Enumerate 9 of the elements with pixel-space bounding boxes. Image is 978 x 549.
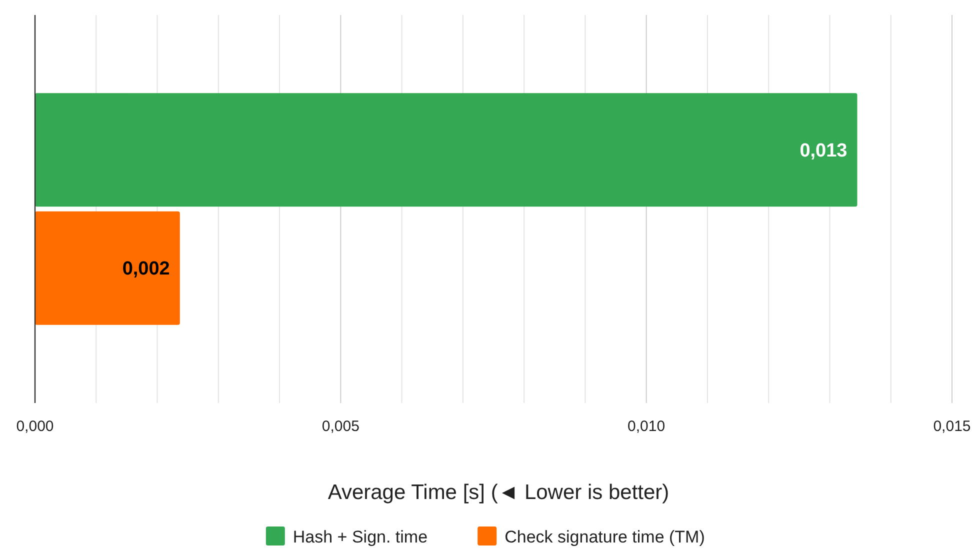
x-tick-label: 0,005	[322, 418, 360, 435]
legend-label: Hash + Sign. time	[292, 528, 428, 547]
data-label: 0,013	[800, 140, 848, 162]
x-tick-label: 0,010	[628, 418, 666, 435]
legend-label: Check signature time (TM)	[504, 528, 705, 547]
x-tick-label: 0,000	[16, 418, 54, 435]
x-axis-title: Average Time [s] (◄ Lower is better)	[328, 481, 670, 504]
x-tick-label: 0,015	[933, 418, 971, 435]
data-label: 0,002	[122, 258, 170, 280]
